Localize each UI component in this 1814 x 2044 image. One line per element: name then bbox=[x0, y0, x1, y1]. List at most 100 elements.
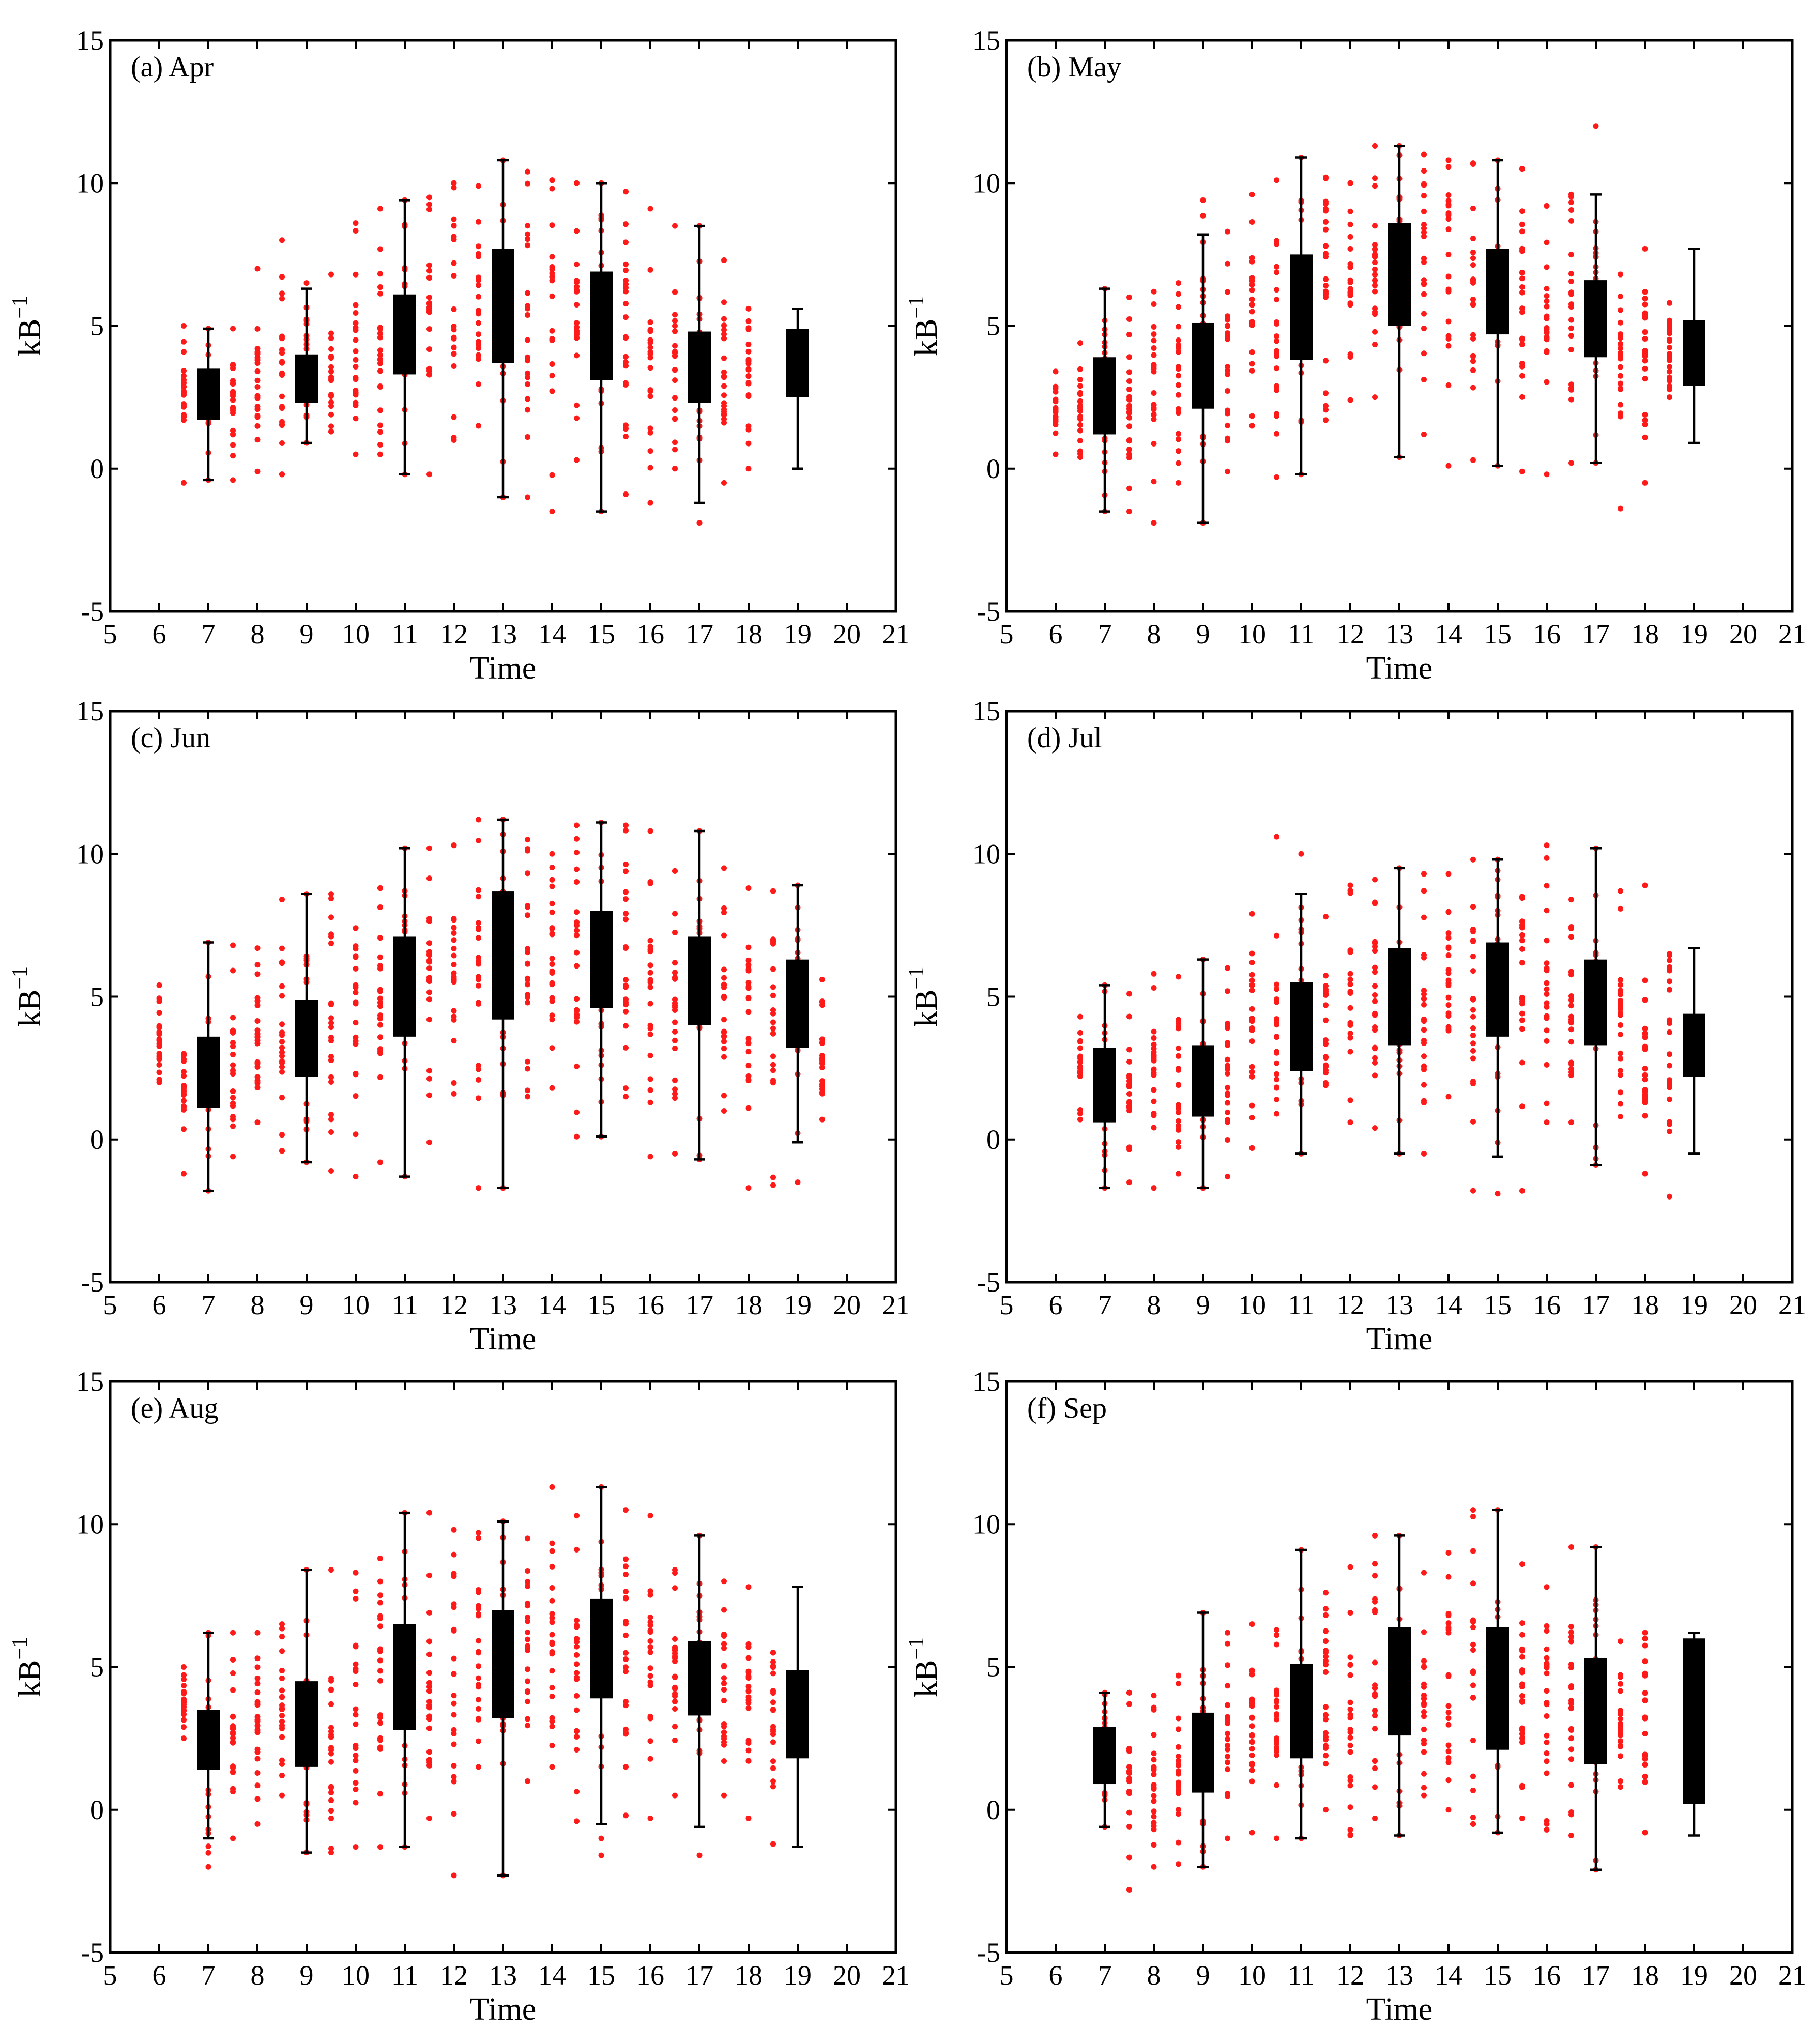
scatter-point bbox=[770, 966, 776, 972]
scatter-point bbox=[1421, 1785, 1427, 1791]
scatter-point bbox=[770, 1025, 776, 1032]
x-tick-label: 21 bbox=[882, 1960, 910, 1991]
scatter-point bbox=[1176, 1784, 1181, 1790]
scatter-point bbox=[623, 1656, 629, 1663]
scatter-point bbox=[1225, 330, 1230, 336]
scatter-point bbox=[1176, 1123, 1181, 1129]
scatter-point bbox=[279, 290, 285, 297]
y-axis-title-exponent: −1 bbox=[905, 1637, 928, 1660]
scatter-point bbox=[1077, 383, 1083, 389]
scatter-point bbox=[1225, 1091, 1230, 1097]
scatter-point bbox=[1470, 1507, 1476, 1513]
scatter-point bbox=[623, 1008, 629, 1015]
x-tick-label: 13 bbox=[1385, 1960, 1413, 1991]
panel-6: 5 6 7 8 9 10 11 12 13 14 15 16 17 18 19 20 21-5051015Tim… bbox=[905, 1366, 1806, 2027]
scatter-point bbox=[574, 1677, 580, 1683]
scatter-point bbox=[1372, 992, 1378, 998]
scatter-point bbox=[476, 1675, 481, 1681]
scatter-point bbox=[1176, 1025, 1181, 1031]
scatter-point bbox=[574, 1746, 580, 1753]
scatter-point bbox=[1470, 904, 1476, 910]
scatter-point bbox=[181, 1724, 187, 1730]
scatter-point bbox=[353, 337, 359, 343]
scatter-point bbox=[476, 243, 481, 250]
scatter-point bbox=[1544, 1701, 1550, 1708]
scatter-point bbox=[770, 1650, 776, 1656]
scatter-point bbox=[451, 1090, 457, 1097]
scatter-point bbox=[156, 1056, 162, 1062]
scatter-point bbox=[1445, 318, 1452, 325]
scatter-point bbox=[353, 1721, 359, 1727]
scatter-point bbox=[279, 335, 285, 342]
scatter-point bbox=[647, 1099, 653, 1105]
scatter-point bbox=[353, 1844, 359, 1850]
scatter-point bbox=[574, 1670, 580, 1676]
scatter-point bbox=[1618, 505, 1623, 512]
scatter-point bbox=[1151, 1693, 1157, 1699]
scatter-point bbox=[721, 865, 727, 871]
scatter-point bbox=[1618, 1114, 1623, 1120]
scatter-point bbox=[1323, 1712, 1329, 1718]
scatter-point bbox=[1347, 208, 1353, 214]
scatter-point bbox=[254, 346, 261, 352]
scatter-point bbox=[328, 1759, 334, 1765]
scatter-point bbox=[1544, 986, 1550, 992]
scatter-point bbox=[1470, 1580, 1476, 1587]
scatter-point bbox=[623, 1664, 629, 1670]
x-tick-label: 18 bbox=[735, 1289, 763, 1320]
scatter-point bbox=[1470, 968, 1476, 974]
scatter-point bbox=[574, 1789, 580, 1795]
scatter-point bbox=[1544, 1826, 1550, 1833]
scatter-point bbox=[1225, 965, 1230, 971]
scatter-point bbox=[377, 1720, 383, 1726]
scatter-point bbox=[721, 299, 727, 305]
scatter-point bbox=[1519, 468, 1525, 474]
scatter-point bbox=[1445, 157, 1452, 163]
scatter-point bbox=[745, 380, 752, 387]
scatter-point bbox=[1544, 1758, 1550, 1764]
scatter-point bbox=[353, 1174, 359, 1180]
scatter-point bbox=[647, 1031, 653, 1037]
scatter-point bbox=[451, 1730, 457, 1736]
x-tick-label: 9 bbox=[1196, 1960, 1210, 1991]
scatter-point bbox=[377, 352, 383, 358]
scatter-point bbox=[574, 949, 580, 956]
scatter-point bbox=[1470, 301, 1476, 307]
scatter-point bbox=[1151, 1750, 1157, 1757]
scatter-point bbox=[1421, 1737, 1427, 1743]
scatter-point bbox=[1372, 342, 1378, 348]
scatter-point bbox=[205, 1850, 211, 1856]
scatter-point bbox=[1225, 1766, 1230, 1773]
scatter-point bbox=[745, 985, 752, 991]
scatter-point bbox=[1372, 948, 1378, 954]
scatter-point bbox=[1126, 1082, 1132, 1088]
scatter-point bbox=[1568, 252, 1574, 258]
y-tick-label: -5 bbox=[81, 596, 104, 627]
scatter-point bbox=[1642, 358, 1648, 364]
scatter-point bbox=[1372, 1712, 1378, 1718]
scatter-point bbox=[1544, 471, 1550, 478]
scatter-point bbox=[1642, 1094, 1648, 1100]
scatter-point bbox=[525, 242, 530, 249]
scatter-point bbox=[745, 962, 752, 968]
scatter-point bbox=[1274, 1049, 1279, 1055]
x-tick-label: 18 bbox=[735, 619, 763, 650]
x-tick-label: 11 bbox=[1288, 1289, 1315, 1320]
scatter-point bbox=[672, 1653, 678, 1659]
scatter-point bbox=[1077, 448, 1083, 454]
scatter-point bbox=[1274, 387, 1279, 393]
box-body bbox=[1290, 982, 1313, 1071]
scatter-point bbox=[1126, 1809, 1132, 1816]
scatter-point bbox=[1176, 1768, 1181, 1774]
scatter-point bbox=[1544, 1628, 1550, 1634]
scatter-point bbox=[1519, 1648, 1525, 1654]
box-body bbox=[1093, 1727, 1116, 1785]
x-tick-label: 12 bbox=[1336, 1289, 1364, 1320]
scatter-point bbox=[279, 1064, 285, 1070]
y-tick-label: 15 bbox=[972, 25, 1000, 56]
scatter-point bbox=[745, 885, 752, 892]
scatter-point bbox=[574, 228, 580, 234]
scatter-point bbox=[623, 1023, 629, 1029]
scatter-point bbox=[1347, 1774, 1353, 1780]
scatter-point bbox=[1347, 286, 1353, 292]
